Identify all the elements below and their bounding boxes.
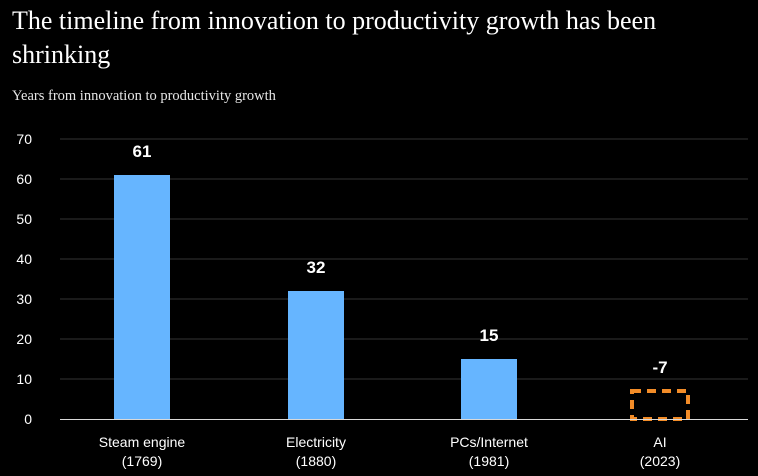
bar-projected [630,389,690,421]
x-tick-sublabel: (2023) [640,453,680,469]
chart-title: The timeline from innovation to producti… [12,6,657,69]
x-tick-sublabel: (1880) [296,453,336,469]
chart-subtitle: Years from innovation to productivity gr… [12,88,276,104]
data-label: 61 [133,142,152,161]
y-tick-label: 70 [16,131,32,147]
bar [288,291,344,419]
x-tick-label: AI [653,434,666,450]
data-label: 15 [480,326,499,345]
data-label: 32 [307,258,326,277]
x-tick-label: Steam engine [99,434,186,450]
y-tick-label: 50 [16,211,32,227]
y-tick-label: 0 [24,411,32,427]
data-label: -7 [652,358,667,377]
gridlines [60,138,748,380]
y-tick-label: 10 [16,371,32,387]
x-tick-sublabel: (1981) [469,453,509,469]
bar [461,359,517,419]
bar [114,175,170,419]
y-tick-label: 20 [16,331,32,347]
x-tick-sublabel: (1769) [122,453,162,469]
y-tick-label: 30 [16,291,32,307]
bars: 61 32 15 -7 [114,142,690,421]
x-axis: Steam engine (1769) Electricity (1880) PCs/I… [60,419,748,469]
x-tick-label: PCs/Internet [450,434,528,450]
y-axis: 0 10 20 30 40 50 60 70 [16,131,32,427]
y-tick-label: 60 [16,171,32,187]
x-tick-label: Electricity [286,434,346,450]
y-tick-label: 40 [16,251,32,267]
